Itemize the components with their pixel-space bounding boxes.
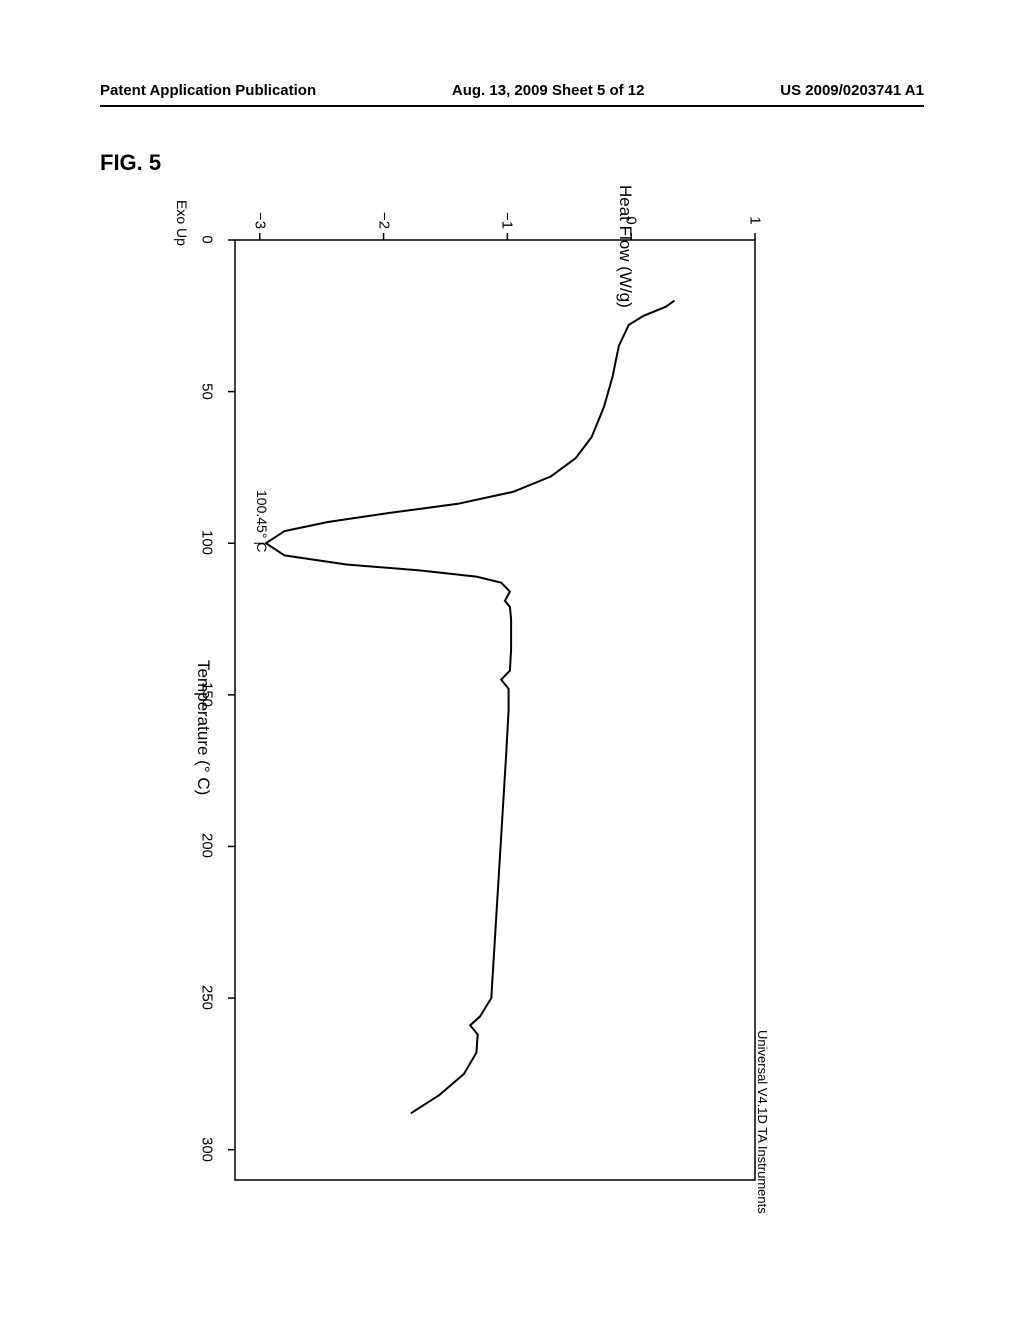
x-tick-label: 50 — [199, 371, 216, 411]
y-tick-label: −1 — [499, 201, 516, 241]
header-right: US 2009/0203741 A1 — [780, 82, 924, 99]
header-center: Aug. 13, 2009 Sheet 5 of 12 — [452, 82, 645, 99]
chart-svg — [175, 190, 765, 1230]
dsc-chart: Heat Flow (W/g) Temperature (° C) Exo Up… — [175, 190, 765, 1230]
x-tick-label: 250 — [199, 978, 216, 1018]
software-annotation: Universal V4.1D TA Instruments — [755, 1030, 770, 1214]
header-left: Patent Application Publication — [100, 82, 316, 99]
header-rule — [100, 105, 924, 107]
y-tick-label: 0 — [623, 201, 640, 241]
peak-annotation: 100.45° C — [254, 490, 270, 552]
x-tick-label: 150 — [199, 674, 216, 714]
x-tick-label: 0 — [199, 220, 216, 260]
x-tick-label: 100 — [199, 523, 216, 563]
y-tick-label: 1 — [747, 201, 764, 241]
x-tick-label: 200 — [199, 826, 216, 866]
x-tick-label: 300 — [199, 1129, 216, 1169]
y-tick-label: −2 — [375, 201, 392, 241]
exo-up-label: Exo Up — [174, 200, 190, 246]
patent-header: Patent Application Publication Aug. 13, … — [0, 82, 1024, 107]
figure-label: FIG. 5 — [100, 150, 161, 176]
y-tick-label: −3 — [251, 201, 268, 241]
